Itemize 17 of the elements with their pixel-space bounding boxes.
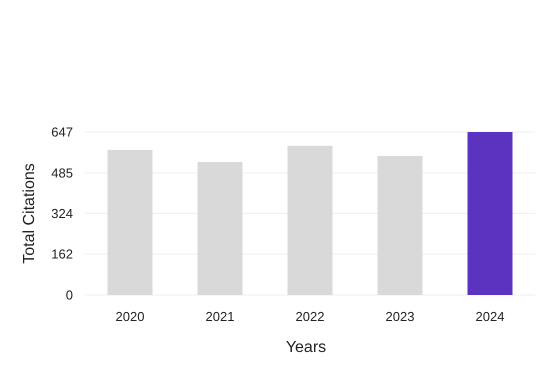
y-axis-title: Total Citations bbox=[21, 163, 38, 264]
x-tick-label: 2021 bbox=[206, 309, 234, 324]
x-tick-label: 2022 bbox=[296, 309, 324, 324]
y-tick-label: 485 bbox=[51, 165, 73, 180]
y-tick-label: 0 bbox=[66, 288, 73, 303]
x-tick-label: 2020 bbox=[116, 309, 144, 324]
x-tick-label: 2024 bbox=[476, 309, 504, 324]
bar bbox=[378, 156, 422, 295]
x-axis-title: Years bbox=[286, 339, 326, 356]
x-tick-label: 2023 bbox=[386, 309, 414, 324]
y-tick-label: 324 bbox=[51, 206, 73, 221]
bar bbox=[288, 146, 332, 295]
bar bbox=[198, 162, 242, 295]
bar bbox=[468, 132, 512, 295]
y-tick-label: 162 bbox=[51, 246, 73, 262]
bar bbox=[108, 150, 152, 295]
y-tick-label: 647 bbox=[51, 124, 73, 140]
